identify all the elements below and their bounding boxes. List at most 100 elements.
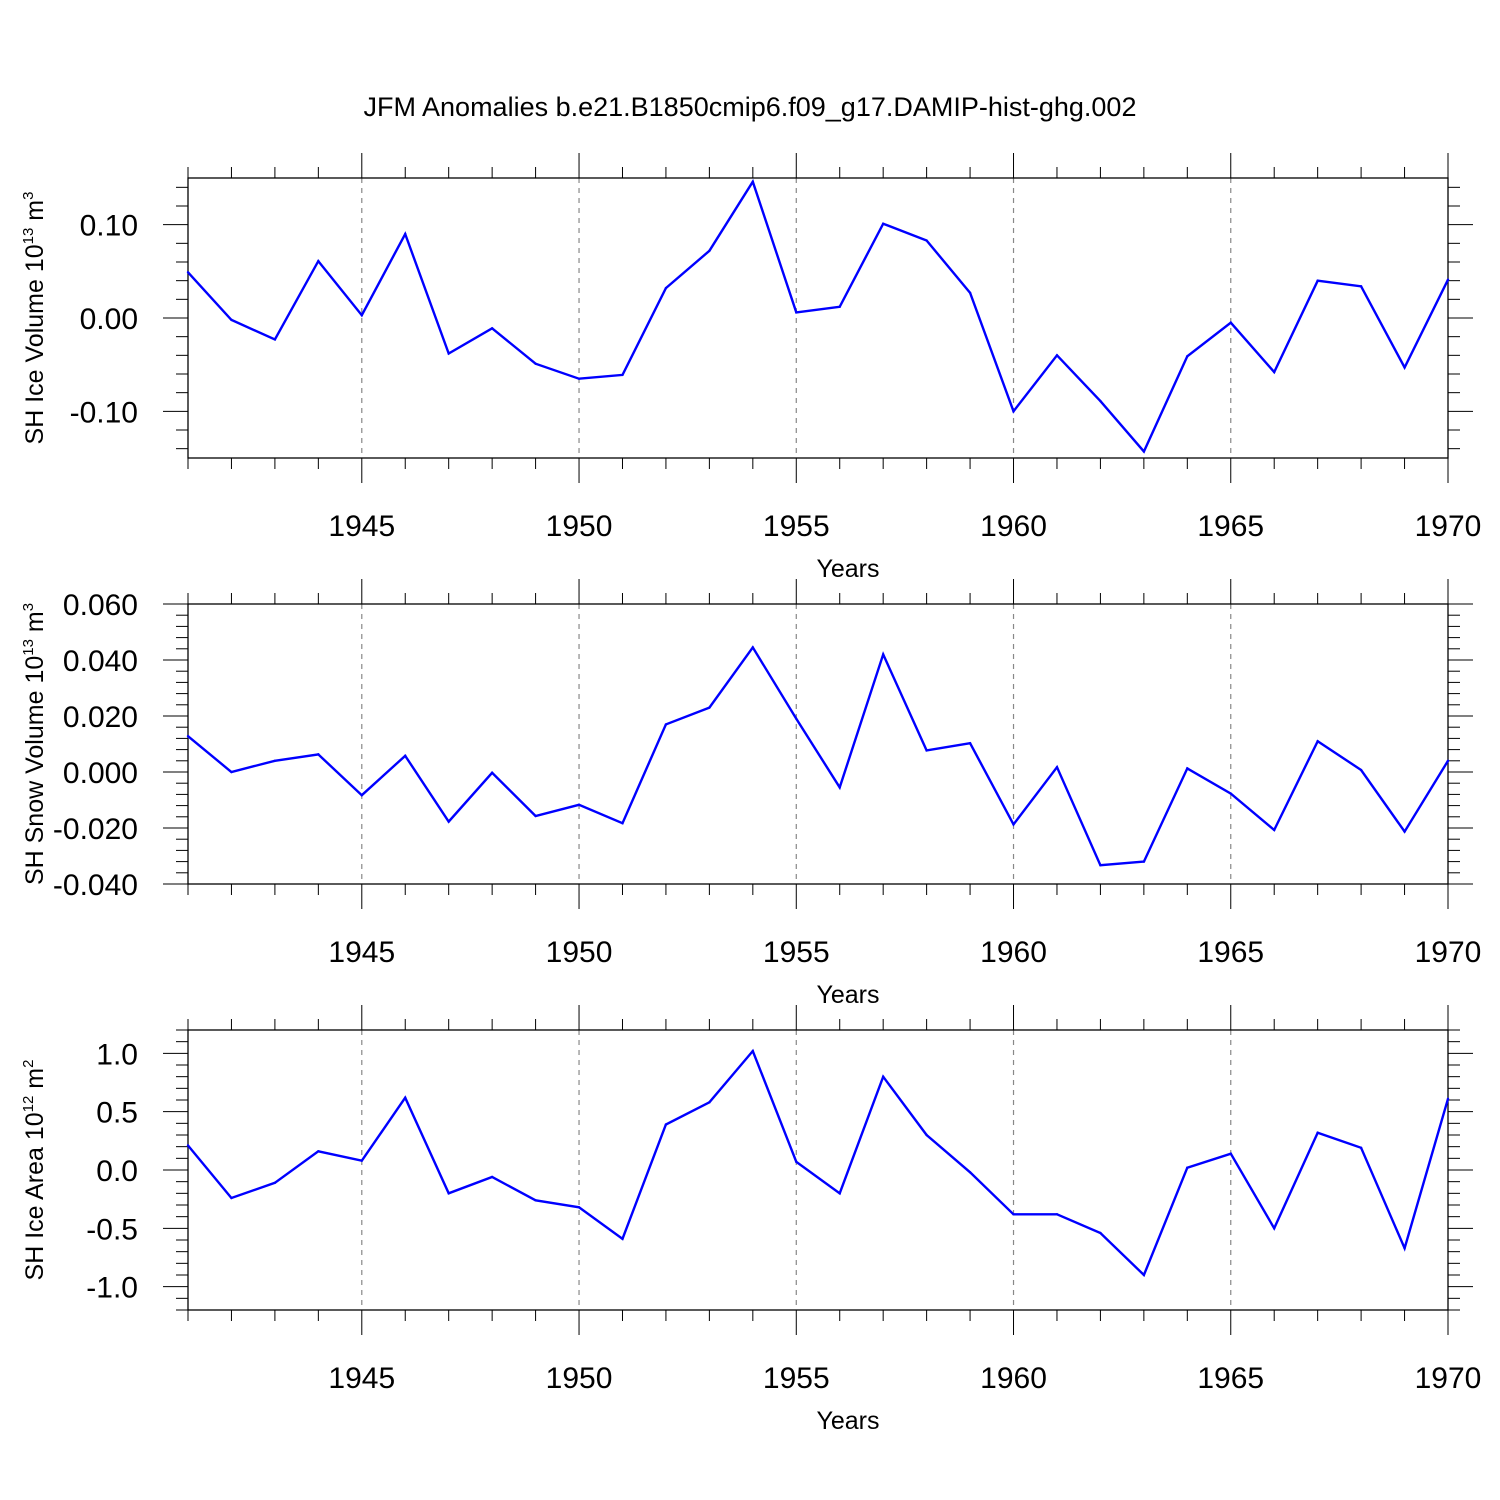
data-point [447, 820, 450, 823]
data-point [968, 291, 972, 294]
y-tick-label: -1.0 [86, 1272, 138, 1305]
plot-frame [187, 603, 1449, 885]
data-point [447, 352, 450, 355]
data-point [1099, 399, 1102, 403]
x-tick-label: 1965 [1197, 936, 1264, 969]
data-point [577, 1206, 581, 1209]
data-point [621, 1237, 624, 1241]
data-point [664, 1123, 668, 1126]
x-tick-label: 1945 [328, 1362, 395, 1395]
data-point [1099, 864, 1102, 867]
y-tick-label: -0.5 [86, 1213, 138, 1246]
data-point [968, 741, 972, 745]
data-point [534, 362, 537, 365]
data-point [186, 1144, 190, 1147]
data-point [404, 1096, 407, 1099]
data-point [751, 1049, 755, 1053]
data-point [404, 754, 407, 757]
data-point [838, 1192, 841, 1195]
data-point [1012, 1213, 1015, 1216]
data-point [447, 1192, 450, 1195]
y-axis-label-unit: m [21, 200, 49, 228]
y-axis-label: SH Snow Volume 1013 m3 [20, 603, 49, 885]
data-point [1142, 1273, 1146, 1277]
data-point [795, 717, 798, 720]
y-axis-label-exponent: 13 [20, 228, 37, 245]
data-point [838, 786, 841, 789]
y-axis-label-unit: m [21, 1068, 49, 1096]
data-point [1359, 768, 1363, 772]
y-tick-label: 0.00 [80, 303, 138, 336]
data-point [664, 286, 668, 290]
data-point [751, 646, 755, 649]
x-tick-label: 1965 [1197, 510, 1264, 543]
data-point [1142, 450, 1146, 453]
data-point [1186, 1166, 1189, 1169]
y-axis-label-text: SH Ice Volume 10 [21, 244, 49, 444]
y-axis-label-unit-exponent: 2 [20, 1060, 37, 1068]
y-tick-label: -0.040 [53, 869, 138, 902]
data-point [534, 1199, 537, 1202]
panel-1: 0.10 0.00 -0.10 1945 1950 1955 1960 1965 1970 Yea… [20, 153, 1481, 583]
panel-3: 1.0 0.5 0.0 -0.5 -1.0 1945 1950 1955 1960 1965 197… [20, 1005, 1481, 1435]
x-tick-label: 1945 [328, 510, 395, 543]
y-tick-label: 0.5 [96, 1097, 138, 1130]
data-point [925, 1133, 928, 1137]
x-tick-label: 1970 [1415, 936, 1482, 969]
y-tick-label: 1.0 [96, 1038, 138, 1071]
y-tick-label: 0.10 [80, 210, 138, 243]
data-point [708, 706, 711, 709]
data-point [360, 314, 363, 317]
x-tick-label: 1960 [980, 510, 1047, 543]
data-point [230, 318, 233, 322]
data-point [490, 771, 494, 775]
data-point [230, 1196, 233, 1200]
data-point [1316, 1131, 1319, 1134]
data-point [1316, 740, 1319, 743]
x-axis-label: Years [816, 981, 879, 1009]
y-axis-label: SH Ice Area 1012 m2 [20, 1060, 49, 1281]
x-axis-label: Years [816, 1407, 879, 1435]
data-point [1142, 860, 1146, 863]
y-tick-label: 0.020 [63, 701, 138, 734]
data-point [1273, 370, 1276, 374]
x-tick-label: 1955 [763, 1362, 830, 1395]
y-tick-label: -0.10 [70, 396, 138, 429]
data-point [577, 377, 581, 380]
data-point [664, 723, 668, 726]
data-point [360, 1159, 363, 1162]
x-tick-label: 1945 [328, 936, 395, 969]
x-tick-label: 1955 [763, 936, 830, 969]
data-point [490, 1175, 494, 1179]
data-point [273, 1181, 277, 1185]
data-point [1186, 767, 1189, 770]
y-tick-label: 0.0 [96, 1155, 138, 1188]
data-point [708, 1101, 711, 1104]
x-tick-label: 1965 [1197, 1362, 1264, 1395]
data-point [621, 373, 624, 377]
data-point [1273, 1227, 1276, 1230]
data-point [186, 271, 190, 274]
panel-2: 0.060 0.040 0.020 0.000 -0.020 -0.040 1945 1950… [20, 579, 1481, 1009]
series-line [187, 645, 1450, 867]
chart-title: JFM Anomalies b.e21.B1850cmip6.f09_g17.D… [364, 92, 1137, 122]
y-axis-label-unit: m [21, 611, 49, 639]
data-point [1186, 355, 1189, 358]
data-point [795, 1160, 798, 1164]
data-point [490, 327, 494, 330]
data-point [273, 338, 277, 341]
data-point [1359, 1146, 1363, 1150]
series-line [187, 178, 1450, 454]
data-point [708, 249, 711, 252]
data-point [1055, 1213, 1059, 1216]
data-point [1055, 354, 1059, 357]
data-point [1403, 830, 1406, 833]
data-point [1055, 766, 1059, 769]
data-point [1273, 828, 1276, 832]
data-point [1446, 1097, 1450, 1101]
data-point [1446, 278, 1450, 281]
data-point [751, 180, 755, 183]
y-tick-label: 0.000 [63, 757, 138, 790]
data-point [968, 1171, 972, 1174]
